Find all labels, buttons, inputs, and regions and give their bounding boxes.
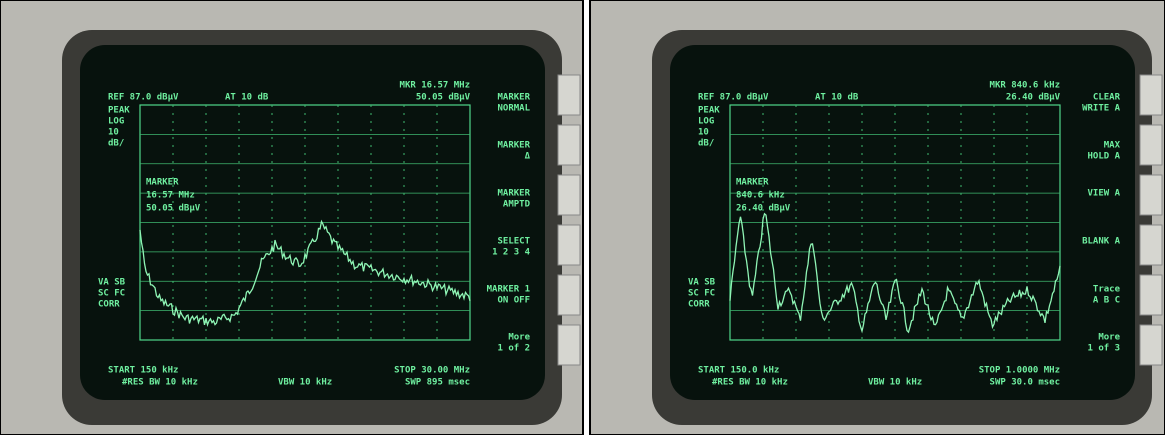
reference-level: REF 87.0 dBµV	[108, 93, 179, 103]
marker-readout: MARKER	[736, 178, 769, 188]
status-label: CORR	[688, 300, 710, 310]
marker-amplitude: 26.40 dBµV	[1006, 93, 1061, 103]
softkey-label: VIEW A	[1087, 189, 1120, 199]
scale-label: LOG	[108, 117, 124, 127]
softkey-label: SELECT	[497, 237, 530, 247]
marker-readout: 26.40 dBµV	[736, 204, 791, 214]
softkey-button	[558, 175, 580, 215]
softkey-label: MARKER	[497, 93, 530, 103]
scale-label: PEAK	[698, 106, 720, 116]
softkey-button	[558, 75, 580, 115]
marker-readout: MARKER	[146, 178, 179, 188]
softkey-label: BLANK A	[1082, 237, 1121, 247]
scale-label: PEAK	[108, 106, 130, 116]
video-bandwidth: VBW 10 kHz	[868, 378, 922, 388]
sweep-time: SWP 30.0 msec	[990, 378, 1060, 388]
scale-label: dB/	[108, 139, 124, 149]
softkey-label: Trace	[1093, 285, 1121, 295]
softkey-label: AMPTD	[503, 200, 531, 210]
softkey-label: More	[508, 333, 530, 343]
softkey-label: 1 2 3 4	[492, 248, 531, 258]
reference-level: REF 87.0 dBµV	[698, 93, 769, 103]
status-label: VA SB	[98, 278, 126, 288]
status-label: SC FC	[688, 289, 715, 299]
softkey-label: 1 of 2	[497, 344, 530, 354]
status-label: CORR	[98, 300, 120, 310]
analyzer-photo: REF 87.0 dBµV AT 10 dB MKR 840.6 kHz 26.40 …	[590, 0, 1165, 435]
attenuation: AT 10 dB	[225, 93, 269, 103]
marker-readout: 840.6 kHz	[736, 191, 785, 201]
softkey-button	[1140, 225, 1162, 265]
softkey-button	[1140, 75, 1162, 115]
start-frequency: START 150.0 kHz	[698, 366, 779, 376]
status-label: VA SB	[688, 278, 716, 288]
scale-label: dB/	[698, 139, 714, 149]
softkey-label: CLEAR	[1093, 93, 1121, 103]
softkey-button	[558, 275, 580, 315]
scale-label: 10	[698, 128, 709, 138]
attenuation: AT 10 dB	[815, 93, 859, 103]
marker-readout: 16.57 MHz	[146, 191, 195, 201]
marker-amplitude: 50.05 dBµV	[416, 93, 471, 103]
softkey-button	[1140, 275, 1162, 315]
softkey-label: WRITE A	[1082, 104, 1121, 114]
resolution-bandwidth: #RES BW 10 kHz	[122, 378, 198, 388]
softkey-button	[1140, 175, 1162, 215]
marker-frequency: MKR 16.57 MHz	[400, 81, 470, 91]
softkey-label: MARKER 1	[487, 285, 530, 295]
marker-readout: 50.05 dBµV	[146, 204, 201, 214]
softkey-label: MARKER	[497, 189, 530, 199]
sweep-time: SWP 895 msec	[405, 378, 470, 388]
softkey-label: MAX	[1104, 141, 1121, 151]
softkey-label: NORMAL	[497, 104, 530, 114]
softkey-label: A B C	[1093, 296, 1120, 306]
softkey-label: MARKER	[497, 141, 530, 151]
softkey-button	[558, 125, 580, 165]
softkey-button	[1140, 325, 1162, 365]
softkey-label: Δ	[525, 152, 531, 162]
start-frequency: START 150 kHz	[108, 366, 178, 376]
analyzer-photo: REF 87.0 dBµV AT 10 dB MKR 16.57 MHz 50.05 …	[0, 0, 583, 435]
resolution-bandwidth: #RES BW 10 kHz	[712, 378, 788, 388]
video-bandwidth: VBW 10 kHz	[278, 378, 332, 388]
scale-label: 10	[108, 128, 119, 138]
softkey-label: ON OFF	[497, 296, 530, 306]
scale-label: LOG	[698, 117, 714, 127]
stop-frequency: STOP 1.0000 MHz	[979, 366, 1060, 376]
softkey-button	[558, 325, 580, 365]
status-label: SC FC	[98, 289, 125, 299]
softkey-label: HOLD A	[1087, 152, 1120, 162]
photo: REF 87.0 dBµV AT 10 dB MKR 16.57 MHz 50.05 …	[0, 0, 1165, 435]
softkey-button	[1140, 125, 1162, 165]
softkey-label: More	[1098, 333, 1120, 343]
marker-frequency: MKR 840.6 kHz	[990, 81, 1060, 91]
stop-frequency: STOP 30.00 MHz	[394, 366, 470, 376]
softkey-label: 1 of 3	[1087, 344, 1120, 354]
softkey-button	[558, 225, 580, 265]
